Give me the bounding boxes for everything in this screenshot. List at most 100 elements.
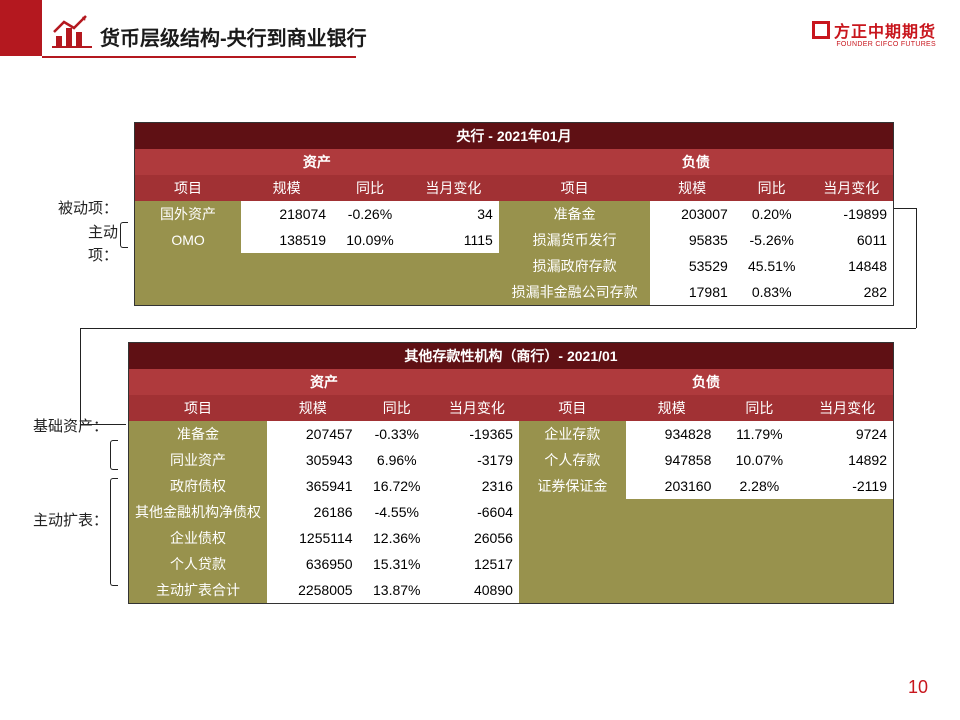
- cell: 证券保证金: [519, 473, 626, 499]
- cell: [408, 279, 499, 305]
- title-underline: [42, 56, 356, 58]
- label-active-expand: 主动扩表：: [20, 510, 108, 533]
- connector-line: [80, 328, 81, 424]
- cell: [801, 525, 893, 551]
- cell: 16.72%: [359, 473, 435, 499]
- cell: [408, 253, 499, 279]
- cell: OMO: [135, 227, 241, 253]
- connector-line: [916, 208, 917, 328]
- table-row: 企业债权125511412.36%26056: [129, 525, 893, 551]
- cell: -4.55%: [359, 499, 435, 525]
- connector-line: [894, 208, 916, 209]
- cell: 14892: [801, 447, 893, 473]
- cell: -6604: [435, 499, 519, 525]
- cell: 准备金: [499, 201, 651, 227]
- cell: [626, 499, 718, 525]
- table-row: 国外资产218074-0.26%34准备金2030070.20%-19899: [135, 201, 893, 227]
- table1-asset-hdr: 资产: [135, 149, 499, 175]
- cell: 国外资产: [135, 201, 241, 227]
- cell: [717, 525, 801, 551]
- table-row: 个人贷款63695015.31%12517: [129, 551, 893, 577]
- cell: 准备金: [129, 421, 267, 447]
- cell: [801, 577, 893, 603]
- cell: 个人存款: [519, 447, 626, 473]
- brand-logo: 方正中期期货 FOUNDER CIFCO FUTURES: [812, 18, 936, 48]
- bracket-expand: [110, 478, 118, 586]
- cell: 10.07%: [717, 447, 801, 473]
- cell: 11.79%: [717, 421, 801, 447]
- cell: 6011: [810, 227, 893, 253]
- cell: 政府债权: [129, 473, 267, 499]
- cell: [332, 253, 408, 279]
- cell: 305943: [267, 447, 359, 473]
- cell: 2.28%: [717, 473, 801, 499]
- cell: [626, 551, 718, 577]
- table1-col-hdr: 项目 规模 同比 当月变化 项目 规模 同比 当月变化: [135, 175, 893, 201]
- table-central-bank: 央行 - 2021年01月 资产 负债 项目 规模 同比 当月变化 项目 规模 …: [134, 122, 894, 306]
- cell: 203160: [626, 473, 718, 499]
- label-base-assets: 基础资产：: [20, 416, 108, 439]
- cell: 26056: [435, 525, 519, 551]
- chart-icon: [52, 14, 92, 53]
- cell: 1255114: [267, 525, 359, 551]
- cell: [241, 279, 332, 305]
- cell: 1115: [408, 227, 499, 253]
- cell: 40890: [435, 577, 519, 603]
- cell: [717, 577, 801, 603]
- cell: 203007: [650, 201, 733, 227]
- cell: 10.09%: [332, 227, 408, 253]
- cell: -19365: [435, 421, 519, 447]
- cell: -2119: [801, 473, 893, 499]
- cell: 9724: [801, 421, 893, 447]
- label-passive: 被动项：: [40, 198, 118, 221]
- cell: 0.20%: [734, 201, 810, 227]
- cell: [519, 525, 626, 551]
- cell: [519, 577, 626, 603]
- cell: 138519: [241, 227, 332, 253]
- table-row: 主动扩表合计225800513.87%40890: [129, 577, 893, 603]
- cell: -0.26%: [332, 201, 408, 227]
- cell: 6.96%: [359, 447, 435, 473]
- cell: 2316: [435, 473, 519, 499]
- cell: 17981: [650, 279, 733, 305]
- cell: 其他金融机构净债权: [129, 499, 267, 525]
- bracket-base: [110, 440, 118, 470]
- cell: 282: [810, 279, 893, 305]
- cell: 同业资产: [129, 447, 267, 473]
- cell: 损漏非金融公司存款: [499, 279, 651, 305]
- cell: [717, 499, 801, 525]
- cell: [332, 279, 408, 305]
- cell: [626, 525, 718, 551]
- cell: [135, 253, 241, 279]
- page-number: 10: [908, 677, 928, 698]
- cell: 企业债权: [129, 525, 267, 551]
- cell: 636950: [267, 551, 359, 577]
- cell: 15.31%: [359, 551, 435, 577]
- cell: 934828: [626, 421, 718, 447]
- cell: [801, 499, 893, 525]
- table-row: 政府债权36594116.72%2316证券保证金2031602.28%-211…: [129, 473, 893, 499]
- bracket-active: [120, 222, 128, 248]
- table-row: 准备金207457-0.33%-19365企业存款93482811.79%972…: [129, 421, 893, 447]
- label-active: 主动 项：: [56, 222, 118, 267]
- table-row: 损漏政府存款5352945.51%14848: [135, 253, 893, 279]
- cell: 主动扩表合计: [129, 577, 267, 603]
- table1-liab-hdr: 负债: [499, 149, 893, 175]
- connector-line: [80, 328, 916, 329]
- page-title: 货币层级结构-央行到商业银行: [100, 22, 367, 51]
- cell: [519, 499, 626, 525]
- cell: 14848: [810, 253, 893, 279]
- table2-liab-hdr: 负债: [519, 369, 893, 395]
- cell: 26186: [267, 499, 359, 525]
- cell: 34: [408, 201, 499, 227]
- cell: 12.36%: [359, 525, 435, 551]
- cell: -3179: [435, 447, 519, 473]
- cell: 2258005: [267, 577, 359, 603]
- cell: [241, 253, 332, 279]
- cell: 947858: [626, 447, 718, 473]
- cell: 损漏政府存款: [499, 253, 651, 279]
- table2-asset-hdr: 资产: [129, 369, 519, 395]
- table2-title: 其他存款性机构（商行）- 2021/01: [129, 343, 893, 369]
- cell: [801, 551, 893, 577]
- cell: 企业存款: [519, 421, 626, 447]
